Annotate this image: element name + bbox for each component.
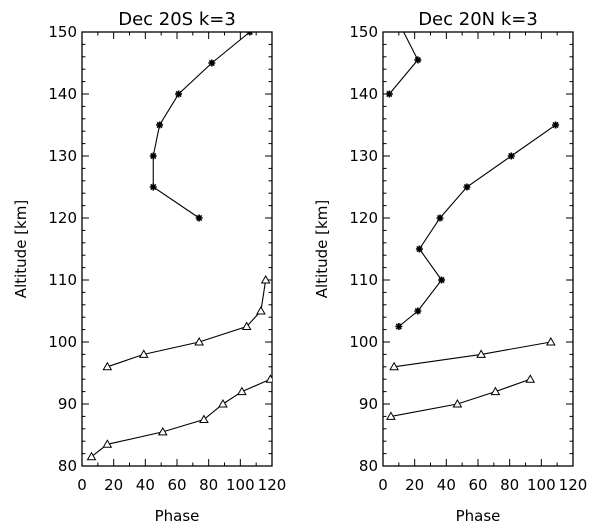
asterisk-marker bbox=[395, 323, 403, 330]
asterisk-marker bbox=[414, 56, 422, 64]
x-tick-label: 40 bbox=[136, 476, 155, 494]
x-tick-label: 20 bbox=[405, 476, 424, 494]
asterisk-marker bbox=[246, 32, 254, 36]
series-line bbox=[390, 378, 531, 417]
series-line bbox=[152, 32, 251, 219]
x-axis-label: Phase bbox=[155, 507, 200, 525]
series-line bbox=[107, 279, 267, 368]
y-tick-label: 120 bbox=[48, 209, 77, 227]
series-line bbox=[398, 124, 556, 327]
asterisk-marker bbox=[156, 121, 164, 129]
triangle-marker bbox=[260, 274, 271, 284]
y-tick-label: 90 bbox=[58, 395, 77, 413]
data-layer bbox=[385, 22, 560, 420]
x-tick-label: 120 bbox=[258, 476, 287, 494]
asterisk-marker bbox=[385, 90, 393, 98]
triangle-marker bbox=[490, 386, 501, 396]
chart-panel-dec-20n: Dec 20N k=30 20 40 60 80 100 12080901001101201… bbox=[313, 9, 587, 525]
triangle-marker bbox=[237, 386, 247, 396]
chart-panel-dec-20s: Dec 20S k=30 20 40 60 80 100 12080901001101201… bbox=[12, 9, 286, 525]
y-tick-label: 150 bbox=[48, 23, 77, 41]
x-tick-label: 100 bbox=[226, 476, 255, 494]
x-tick-label: 0 bbox=[77, 476, 87, 494]
y-tick-label: 110 bbox=[349, 271, 378, 289]
x-tick-label: 80 bbox=[500, 476, 519, 494]
asterisk-marker bbox=[175, 90, 183, 98]
asterisk-marker bbox=[436, 214, 444, 222]
triangle-marker bbox=[452, 398, 463, 408]
x-tick-label: 40 bbox=[437, 476, 456, 494]
triangle-marker bbox=[545, 336, 556, 346]
series-line bbox=[388, 32, 419, 95]
data-layer bbox=[86, 32, 272, 461]
y-tick-label: 100 bbox=[48, 333, 77, 351]
y-tick-label: 80 bbox=[58, 457, 77, 475]
x-tick-label: 120 bbox=[559, 476, 588, 494]
triangle-marker bbox=[256, 305, 266, 315]
x-tick-label: 0 bbox=[378, 476, 388, 494]
y-tick-label: 140 bbox=[349, 85, 378, 103]
triangle-marker bbox=[218, 398, 228, 408]
series-line bbox=[394, 341, 551, 368]
asterisk-marker bbox=[438, 276, 446, 284]
x-tick-label: 60 bbox=[468, 476, 487, 494]
triangle-marker bbox=[194, 336, 205, 346]
asterisk-marker bbox=[414, 307, 422, 315]
triangle-marker bbox=[386, 411, 396, 420]
asterisk-marker bbox=[195, 214, 203, 222]
x-tick-label: 80 bbox=[199, 476, 218, 494]
triangle-marker bbox=[265, 374, 272, 383]
triangle-marker bbox=[476, 349, 487, 358]
x-tick-label: 100 bbox=[527, 476, 556, 494]
plot-frame bbox=[382, 31, 574, 467]
triangle-marker bbox=[389, 361, 399, 371]
x-axis-label: Phase bbox=[456, 507, 501, 525]
chart-title: Dec 20N k=3 bbox=[418, 9, 538, 30]
chart-title: Dec 20S k=3 bbox=[118, 9, 236, 30]
y-tick-label: 80 bbox=[359, 457, 378, 475]
asterisk-marker bbox=[149, 152, 157, 160]
triangle-marker bbox=[157, 426, 168, 436]
asterisk-marker bbox=[463, 183, 471, 191]
y-axis-label: Altitude [km] bbox=[313, 200, 331, 298]
x-tick-label: 60 bbox=[167, 476, 186, 494]
y-tick-label: 140 bbox=[48, 85, 77, 103]
y-axis-label: Altitude [km] bbox=[12, 200, 30, 298]
y-tick-label: 130 bbox=[349, 147, 378, 165]
y-tick-label: 100 bbox=[349, 333, 378, 351]
triangle-marker bbox=[102, 361, 113, 371]
asterisk-marker bbox=[552, 121, 560, 129]
x-tick-label: 20 bbox=[104, 476, 123, 494]
asterisk-marker bbox=[397, 22, 404, 29]
triangle-marker bbox=[525, 374, 536, 383]
y-tick-label: 120 bbox=[349, 209, 378, 227]
triangle-marker bbox=[86, 451, 97, 461]
triangle-marker bbox=[102, 439, 113, 448]
y-tick-label: 110 bbox=[48, 271, 77, 289]
y-tick-label: 130 bbox=[48, 147, 77, 165]
triangle-marker bbox=[138, 349, 149, 358]
asterisk-marker bbox=[415, 245, 423, 253]
asterisk-marker bbox=[149, 183, 157, 191]
y-tick-label: 90 bbox=[359, 395, 378, 413]
asterisk-marker bbox=[507, 152, 515, 160]
y-tick-label: 150 bbox=[349, 23, 378, 41]
asterisk-marker bbox=[208, 59, 216, 67]
triangle-marker bbox=[241, 321, 252, 330]
triangle-marker bbox=[199, 414, 209, 423]
